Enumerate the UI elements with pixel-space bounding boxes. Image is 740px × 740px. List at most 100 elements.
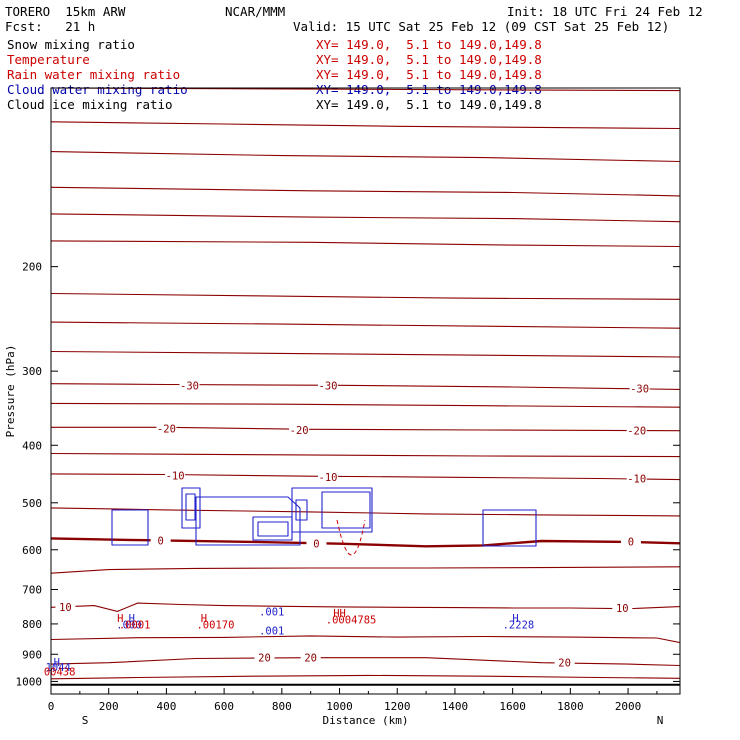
cloud-water-label: H <box>54 657 60 669</box>
temperature-contour <box>51 240 680 248</box>
x-tick-label: 1800 <box>557 700 584 713</box>
contour-label: -10 <box>319 472 338 484</box>
cloud-water-contour <box>321 491 371 529</box>
temperature-contour <box>51 426 680 432</box>
contour-label: 0 <box>628 536 634 548</box>
x-axis-label: Distance (km) <box>322 714 408 727</box>
legend-label-cloud-water: Cloud water mixing ratio <box>7 82 188 97</box>
x-tick-label: 200 <box>99 700 119 713</box>
rain-water-label: H <box>201 613 207 625</box>
temperature-contour <box>51 452 680 458</box>
rain-water-label: HH <box>333 608 346 620</box>
temperature-contour <box>51 321 680 329</box>
temperature-contour <box>51 657 680 667</box>
center-name: NCAR/MMM <box>225 4 286 19</box>
south-label: S <box>82 714 89 727</box>
cloud-water-label: .001 <box>259 606 284 618</box>
init-time: Init: 18 UTC Fri 24 Feb 12 <box>507 4 703 19</box>
cloud-water-contour <box>257 521 289 537</box>
x-tick-label: 1200 <box>384 700 411 713</box>
x-tick-label: 1400 <box>442 700 469 713</box>
model-title: TORERO 15km ARW <box>5 4 126 19</box>
contour-label: 20 <box>558 658 571 670</box>
cloud-water-contour <box>295 499 308 521</box>
legend-label-temperature: Temperature <box>7 52 90 67</box>
temperature-contour <box>51 473 680 481</box>
cloud-water-contour <box>185 493 196 521</box>
y-axis-label: Pressure (hPa) <box>4 345 17 438</box>
contour-label: -20 <box>627 426 646 438</box>
cloud-water-contour <box>181 487 201 529</box>
rain-water-label: 00438 <box>44 666 76 678</box>
contour-label: -20 <box>290 425 309 437</box>
temperature-contour <box>51 186 680 197</box>
contour-label: -10 <box>627 473 646 485</box>
cloud-water-label: 1044 <box>46 662 71 674</box>
contour-label: 10 <box>59 602 72 614</box>
contour-label: -10 <box>166 471 185 483</box>
legend-xy-rain: XY= 149.0, 5.1 to 149.0,149.8 <box>316 67 542 82</box>
temperature-contour <box>51 292 680 300</box>
rain-water-label: H <box>117 613 123 625</box>
x-tick-label: 1600 <box>499 700 526 713</box>
temperature-contour <box>51 602 680 612</box>
x-tick-label: 0 <box>48 700 55 713</box>
contour-label: 20 <box>304 653 317 665</box>
x-tick-label: 1000 <box>326 700 353 713</box>
temperature-contour <box>51 537 680 548</box>
y-tick-label: 400 <box>22 439 42 452</box>
legend-label-snow: Snow mixing ratio <box>7 37 135 52</box>
temperature-contour <box>51 674 680 680</box>
y-tick-label: 500 <box>22 497 42 510</box>
y-tick-label: 300 <box>22 365 42 378</box>
cloud-water-contour <box>482 509 537 547</box>
cloud-water-label: .2228 <box>503 620 535 632</box>
legend-xy-cloud-ice: XY= 149.0, 5.1 to 149.0,149.8 <box>316 97 542 112</box>
temperature-contour <box>51 350 680 358</box>
cloud-water-label: .000 <box>116 620 141 632</box>
temperature-contour <box>51 507 680 517</box>
temperature-contour <box>51 383 680 390</box>
temperature-contour <box>51 121 680 130</box>
cloud-water-contour <box>111 509 149 546</box>
temperature-contour <box>51 213 680 223</box>
north-label: N <box>657 714 664 727</box>
y-tick-label: 800 <box>22 618 42 631</box>
temperature-contour <box>51 402 680 408</box>
contour-label: 0 <box>313 538 319 550</box>
legend-xy-temperature: XY= 149.0, 5.1 to 149.0,149.8 <box>316 52 542 67</box>
plot-frame <box>50 87 681 695</box>
cloud-water-label: .001 <box>259 625 284 637</box>
rain-water-label: .0004785 <box>326 614 377 626</box>
legend-xy-snow: XY= 149.0, 5.1 to 149.0,149.8 <box>316 37 542 52</box>
contour-label: -30 <box>180 380 199 392</box>
x-tick-label: 400 <box>156 700 176 713</box>
rain-water-label: .00170 <box>196 620 234 632</box>
rain-water-contour <box>336 519 366 556</box>
x-tick-label: 600 <box>214 700 234 713</box>
contour-label: -20 <box>157 424 176 436</box>
legend-label-rain: Rain water mixing ratio <box>7 67 181 82</box>
cloud-water-contour <box>291 487 373 533</box>
temperature-contour <box>51 635 680 644</box>
valid-time: Valid: 15 UTC Sat 25 Feb 12 (09 CST Sat … <box>293 19 670 34</box>
x-tick-label: 2000 <box>615 700 642 713</box>
temperature-contour <box>51 151 680 163</box>
temperature-contour <box>51 566 680 574</box>
contour-label: 0 <box>157 536 163 548</box>
legend-label-cloud-ice: Cloud ice mixing ratio <box>7 97 173 112</box>
contour-label: -30 <box>319 380 338 392</box>
y-tick-label: 600 <box>22 544 42 557</box>
contour-label: -30 <box>630 384 649 396</box>
y-tick-label: 700 <box>22 584 42 597</box>
cloud-water-label: H <box>129 613 135 625</box>
forecast-hour: Fcst: 21 h <box>5 19 96 34</box>
x-tick-label: 800 <box>272 700 292 713</box>
cloud-water-label: H <box>512 613 518 625</box>
contour-label: 20 <box>258 653 271 665</box>
contour-label: 10 <box>616 603 629 615</box>
rain-water-label: .0001 <box>119 620 151 632</box>
y-tick-label: 900 <box>22 648 42 661</box>
y-tick-label: 1000 <box>16 675 43 688</box>
